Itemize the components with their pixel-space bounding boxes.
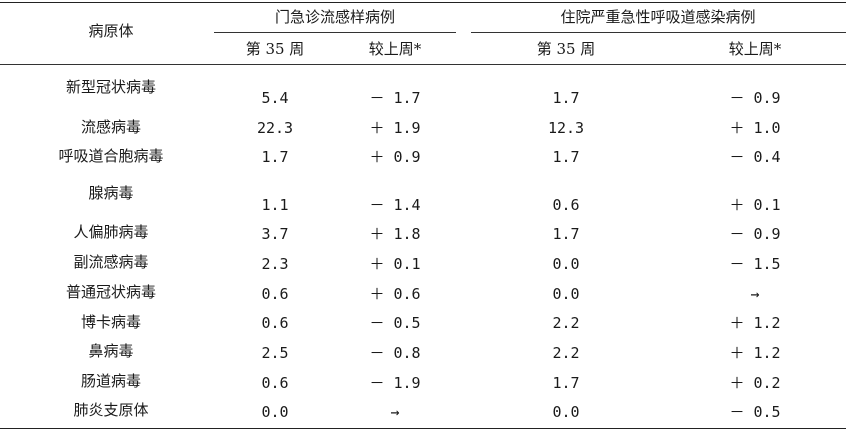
outpatient-week-value: 5.4 (261, 89, 289, 107)
header-bottom-rule (0, 64, 846, 65)
inpatient-week-value: 1.7 (552, 225, 580, 243)
inpatient-change-value: － 0.9 (729, 225, 781, 243)
pathogen-name: 博卡病毒 (80, 313, 142, 331)
outpatient-change-value: ＋ 1.9 (369, 119, 421, 137)
inpatient-week-value: 1.7 (552, 89, 580, 107)
outpatient-week-value: 1.7 (261, 148, 289, 166)
inpatient-week-value: 0.6 (552, 196, 580, 214)
pathogen-name: 腺病毒 (88, 184, 134, 202)
outpatient-group-header: 门急诊流感样病例 (274, 8, 396, 26)
inpatient-week-value: 2.2 (552, 344, 580, 362)
outpatient-week-value: 3.7 (261, 225, 289, 243)
outpatient-change-value: ＋ 0.1 (369, 255, 421, 273)
inpatient-change-value: ＋ 0.1 (729, 196, 781, 214)
inpatient-week-value: 0.0 (552, 285, 580, 303)
pathogen-name: 肺炎支原体 (73, 401, 149, 419)
inpatient-week-value: 0.0 (552, 255, 580, 273)
outpatient-change-value: → (390, 403, 400, 421)
outpatient-change-value: － 1.9 (369, 374, 421, 392)
outpatient-change-value: － 1.7 (369, 89, 421, 107)
inpatient-week-value: 1.7 (552, 374, 580, 392)
inpatient-change-value: → (750, 285, 760, 303)
outpatient-group-underline (214, 32, 456, 33)
pathogen-name: 人偏肺病毒 (73, 223, 149, 241)
outpatient-week-value: 0.6 (261, 285, 289, 303)
pathogen-name: 鼻病毒 (88, 342, 134, 360)
pathogen-name: 肠道病毒 (80, 372, 142, 390)
inpatient-change-value: － 1.5 (729, 255, 781, 273)
inpatient-change-value: ＋ 0.2 (729, 374, 781, 392)
outpatient-change-value: ＋ 0.6 (369, 285, 421, 303)
inpatient-week-value: 0.0 (552, 403, 580, 421)
outpatient-week-value: 0.6 (261, 314, 289, 332)
outpatient-change-value: － 0.8 (369, 344, 421, 362)
outpatient-week-value: 2.5 (261, 344, 289, 362)
outpatient-change-header: 较上周* (368, 40, 422, 58)
pathogen-name: 流感病毒 (80, 118, 142, 136)
inpatient-week-value: 2.2 (552, 314, 580, 332)
outpatient-week-header: 第 35 周 (245, 40, 305, 58)
pathogen-name: 普通冠状病毒 (65, 283, 157, 301)
inpatient-change-header: 较上周* (728, 40, 782, 58)
pathogen-name: 呼吸道合胞病毒 (58, 147, 164, 165)
outpatient-week-value: 22.3 (256, 119, 294, 137)
outpatient-change-value: ＋ 1.8 (369, 225, 421, 243)
outpatient-change-value: － 0.5 (369, 314, 421, 332)
table-bottom-rule (0, 428, 846, 429)
inpatient-change-value: ＋ 1.0 (729, 119, 781, 137)
outpatient-week-value: 2.3 (261, 255, 289, 273)
inpatient-change-value: － 0.4 (729, 148, 781, 166)
outpatient-change-value: － 1.4 (369, 196, 421, 214)
pathogen-name: 新型冠状病毒 (65, 78, 157, 96)
inpatient-week-value: 1.7 (552, 148, 580, 166)
inpatient-change-value: － 0.5 (729, 403, 781, 421)
outpatient-week-value: 0.6 (261, 374, 289, 392)
inpatient-change-value: ＋ 1.2 (729, 314, 781, 332)
inpatient-week-value: 12.3 (547, 119, 585, 137)
inpatient-group-header: 住院严重急性呼吸道感染病例 (560, 8, 756, 26)
outpatient-change-value: ＋ 0.9 (369, 148, 421, 166)
table-top-rule (0, 2, 846, 3)
inpatient-change-value: ＋ 1.2 (729, 344, 781, 362)
inpatient-week-header: 第 35 周 (536, 40, 596, 58)
outpatient-week-value: 1.1 (261, 196, 289, 214)
inpatient-group-underline (471, 32, 846, 33)
outpatient-week-value: 0.0 (261, 403, 289, 421)
pathogen-column-header: 病原体 (88, 22, 134, 40)
pathogen-name: 副流感病毒 (73, 253, 149, 271)
inpatient-change-value: － 0.9 (729, 89, 781, 107)
